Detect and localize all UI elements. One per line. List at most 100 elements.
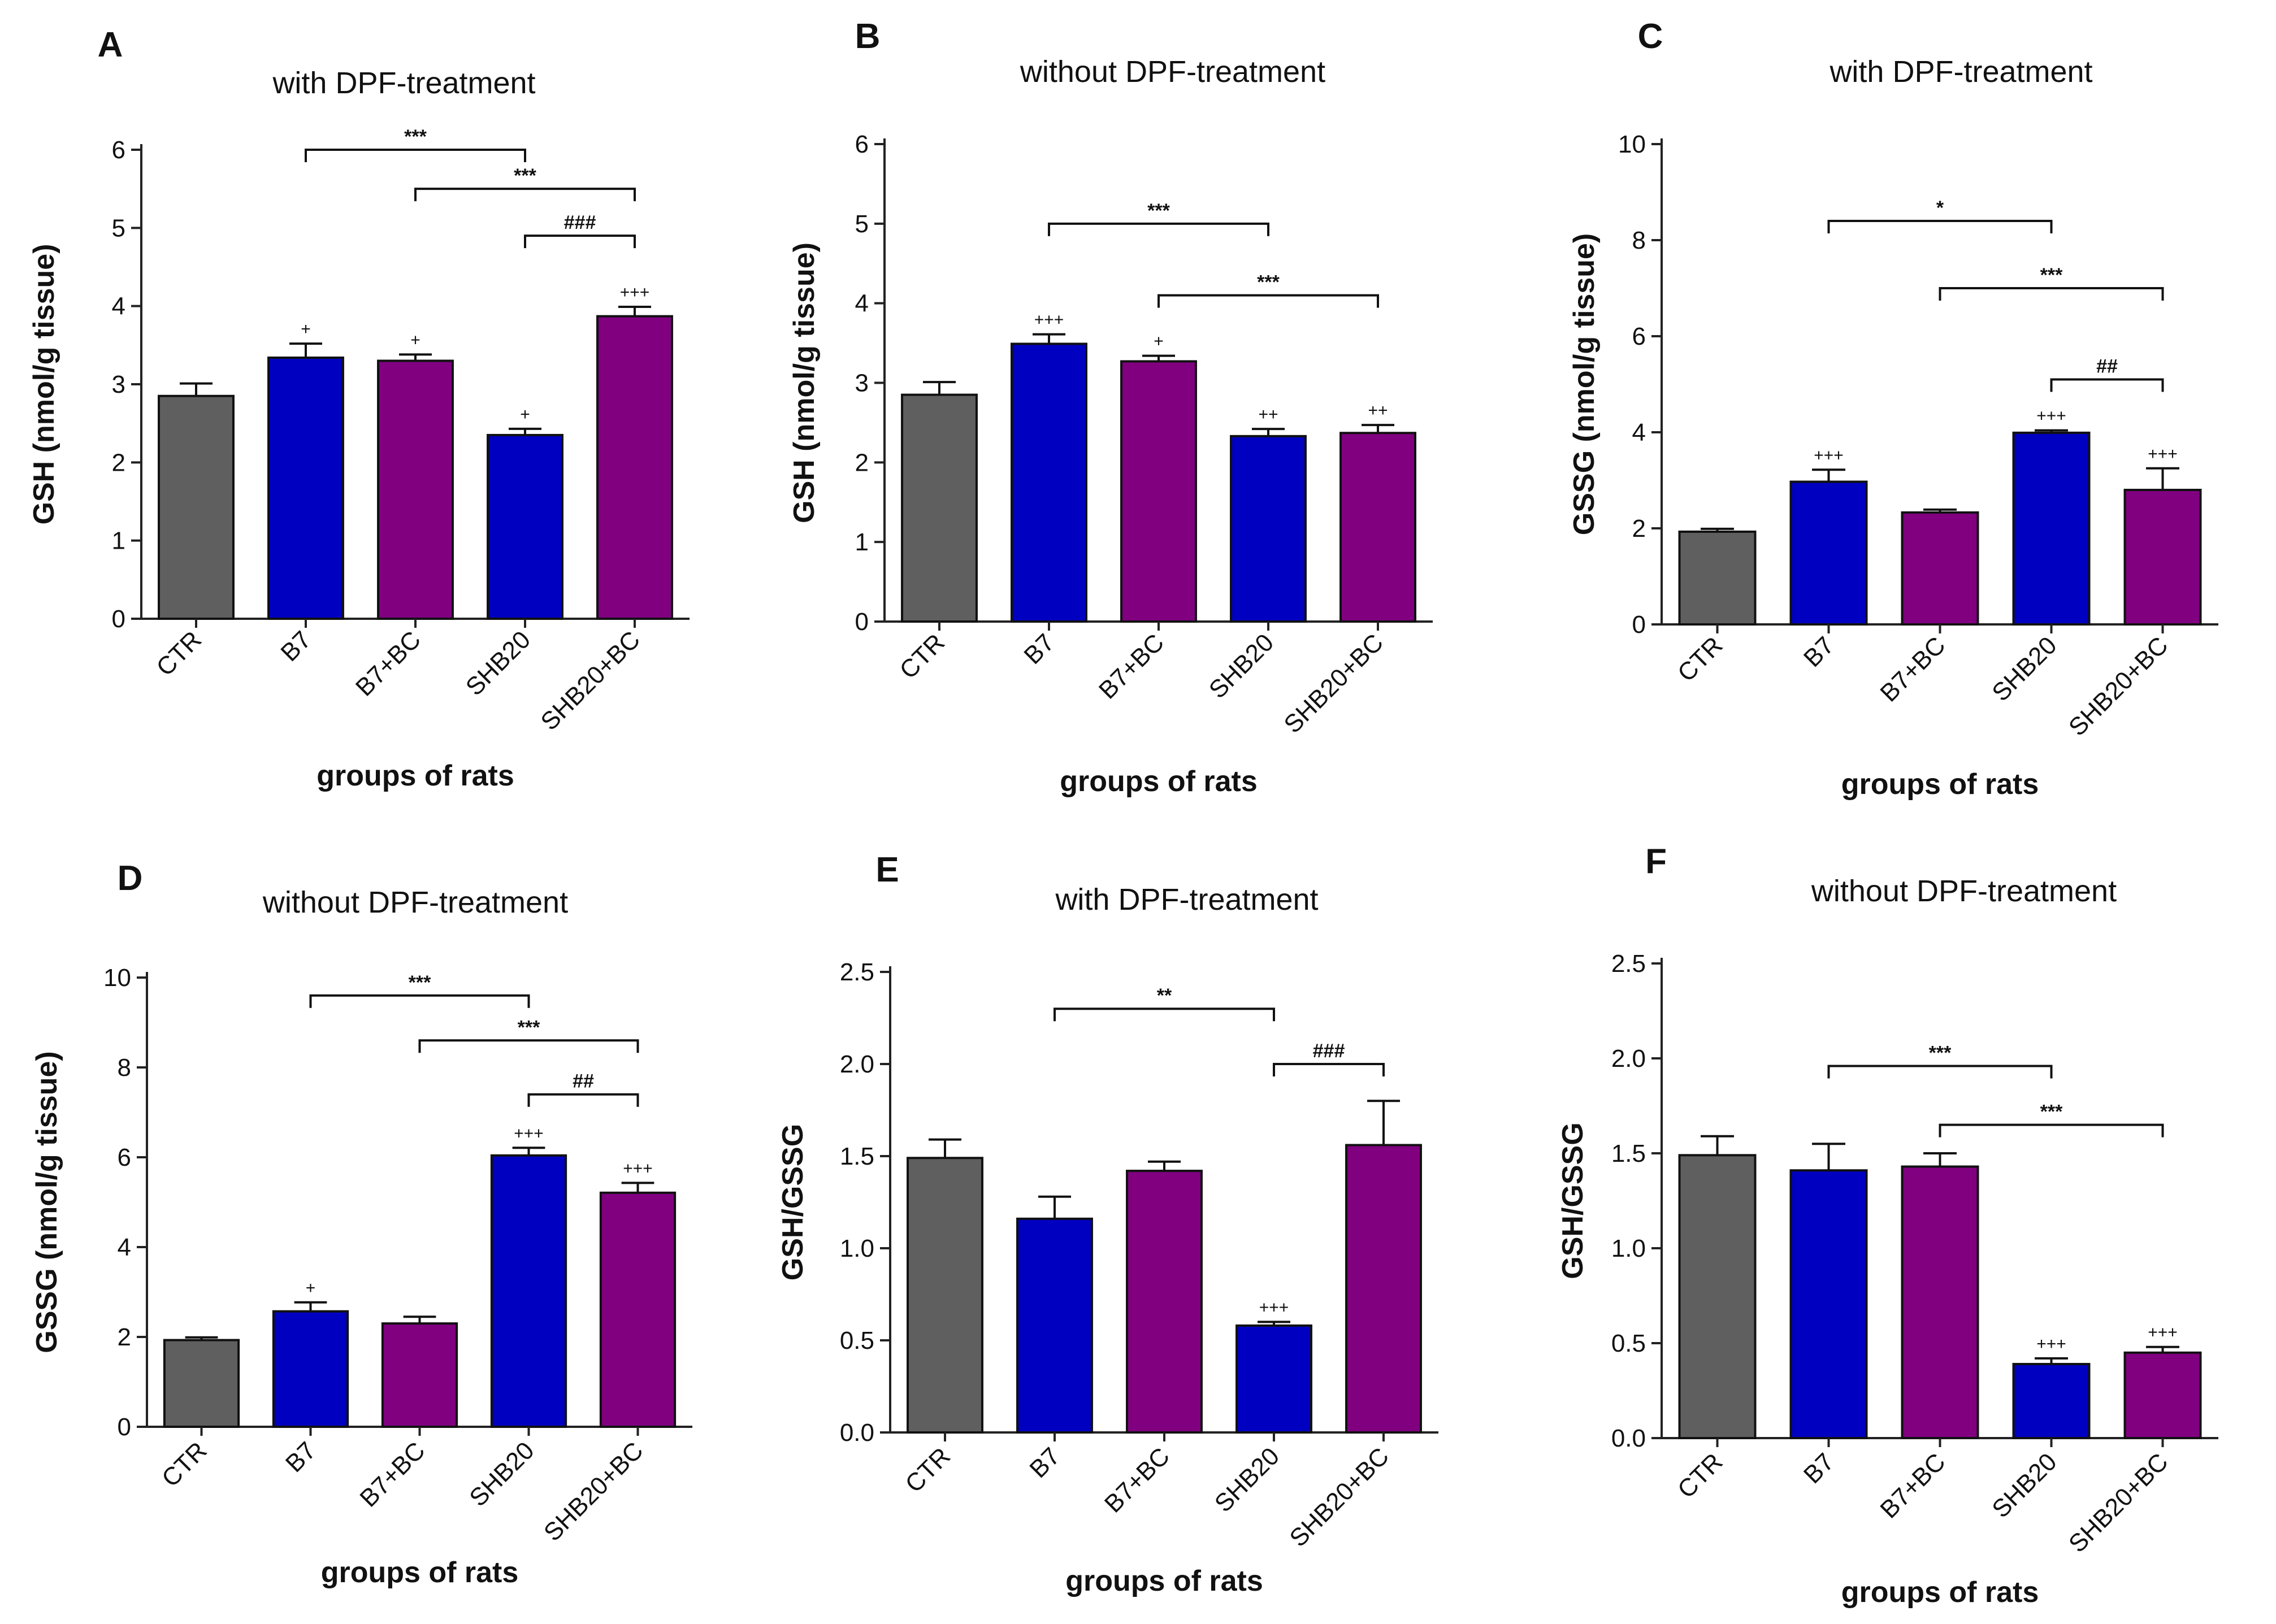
y-tick-label: 0 — [1632, 611, 1646, 639]
significance-bracket — [1939, 1123, 2164, 1137]
bar-b7 — [1016, 1217, 1093, 1434]
significance-mark: +++ — [514, 1124, 544, 1143]
bar-b7-plus-bc — [1120, 360, 1197, 623]
y-tick-label: 6 — [855, 131, 869, 158]
significance-mark: + — [520, 405, 530, 424]
y-tick-label: 0.5 — [840, 1327, 874, 1354]
significance-mark: ++ — [1368, 401, 1388, 420]
significance-mark: +++ — [620, 283, 650, 302]
y-axis-label: GSH (nmol/g tissue) — [788, 242, 821, 523]
significance-bracket — [1827, 220, 2053, 233]
bar-shb20-plus-bc — [1339, 432, 1416, 623]
bar-b7 — [272, 1310, 349, 1428]
significance-mark: +++ — [1259, 1298, 1289, 1317]
y-tick-label: 10 — [103, 964, 131, 992]
y-tick-label: 0.0 — [1611, 1425, 1646, 1452]
significance-mark: +++ — [2148, 445, 2178, 463]
bar-shb20 — [2012, 1362, 2091, 1439]
significance-mark: + — [410, 331, 420, 349]
panel-letter: F — [1645, 842, 1667, 881]
bracket-label: ## — [2096, 356, 2118, 377]
bar-shb20-plus-bc — [2123, 1351, 2202, 1440]
bar-ctr — [158, 394, 235, 620]
significance-bracket — [1273, 1063, 1385, 1076]
y-tick-label: 6 — [118, 1144, 131, 1171]
bracket-label: *** — [2040, 264, 2063, 286]
y-tick-label: 3 — [855, 370, 869, 397]
y-tick-label: 0.5 — [1611, 1330, 1646, 1357]
significance-bracket — [1054, 1008, 1275, 1022]
bar-ctr — [1678, 1154, 1757, 1439]
significance-bracket — [524, 235, 636, 249]
x-axis-label: groups of rats — [1841, 768, 2039, 801]
x-axis-label: groups of rats — [317, 759, 514, 792]
bar-shb20 — [1235, 1324, 1312, 1434]
significance-mark: ++ — [1258, 405, 1278, 424]
y-tick-label: 4 — [1632, 419, 1646, 446]
significance-bracket — [305, 149, 526, 162]
bracket-label: *** — [514, 165, 536, 186]
y-tick-label: 6 — [1632, 323, 1646, 350]
bar-ctr — [901, 393, 978, 623]
bracket-label: *** — [2040, 1101, 2063, 1123]
y-tick-label: 0 — [118, 1413, 131, 1441]
bar-b7-plus-bc — [1901, 1165, 1979, 1440]
y-axis-label: GSSG (nmol/g tissue) — [1568, 233, 1601, 536]
significance-bracket — [1048, 222, 1269, 236]
bar-shb20 — [487, 433, 563, 620]
bar-b7-plus-bc — [1126, 1170, 1203, 1434]
bracket-label: *** — [1929, 1042, 1952, 1063]
significance-mark: +++ — [623, 1159, 653, 1178]
y-tick-label: 0.0 — [840, 1419, 874, 1447]
y-tick-label: 5 — [112, 214, 125, 242]
y-tick-label: 2.5 — [1611, 950, 1646, 978]
x-axis-label: groups of rats — [321, 1556, 519, 1589]
y-tick-label: 4 — [118, 1234, 131, 1261]
bracket-label: ## — [573, 1071, 594, 1092]
x-axis-label: groups of rats — [1060, 765, 1258, 798]
y-tick-label: 3 — [112, 371, 125, 398]
y-tick-label: 5 — [855, 210, 869, 238]
significance-bracket — [1157, 294, 1379, 308]
chart-title: with DPF-treatment — [1829, 55, 2092, 89]
y-tick-label: 1 — [112, 527, 125, 555]
bar-shb20-plus-bc — [2123, 489, 2202, 626]
y-tick-label: 0 — [112, 605, 125, 633]
y-tick-label: 1.5 — [1611, 1140, 1646, 1167]
panel-letter: A — [98, 25, 123, 64]
significance-mark: +++ — [1814, 446, 1844, 464]
significance-bracket — [414, 188, 636, 202]
bracket-label: *** — [518, 1017, 540, 1038]
y-tick-label: 6 — [112, 136, 125, 164]
significance-bracket — [1827, 1065, 2053, 1079]
panel-letter: D — [118, 859, 143, 898]
bar-b7-plus-bc — [377, 359, 454, 620]
bar-ctr — [1678, 530, 1757, 626]
y-tick-label: 4 — [855, 290, 869, 318]
y-tick-label: 8 — [1632, 227, 1646, 254]
bar-ctr — [907, 1157, 983, 1434]
chart-title: without DPF-treatment — [1020, 55, 1325, 89]
bar-b7-plus-bc — [1901, 511, 1979, 626]
significance-bracket — [2050, 378, 2164, 392]
significance-bracket — [527, 1093, 639, 1107]
bracket-label: ### — [564, 212, 596, 233]
bracket-label: *** — [409, 972, 431, 993]
y-axis-label: GSH/GSSG — [1557, 1122, 1589, 1279]
significance-mark: +++ — [1034, 311, 1064, 329]
y-tick-label: 1.0 — [840, 1235, 874, 1262]
y-tick-label: 2 — [112, 449, 125, 476]
y-tick-label: 2.5 — [840, 958, 874, 986]
chart-title: without DPF-treatment — [262, 885, 568, 919]
y-tick-label: 4 — [112, 293, 125, 320]
bar-b7 — [1789, 1169, 1868, 1439]
significance-mark: + — [306, 1279, 316, 1297]
chart-title: with DPF-treatment — [1055, 883, 1318, 917]
y-tick-label: 1.5 — [840, 1143, 874, 1170]
bar-shb20 — [490, 1154, 567, 1428]
panel-letter: B — [855, 17, 881, 56]
y-axis-label: GSH (nmol/g tissue) — [28, 244, 60, 525]
significance-bracket — [309, 994, 530, 1008]
significance-mark: +++ — [2036, 1335, 2066, 1353]
